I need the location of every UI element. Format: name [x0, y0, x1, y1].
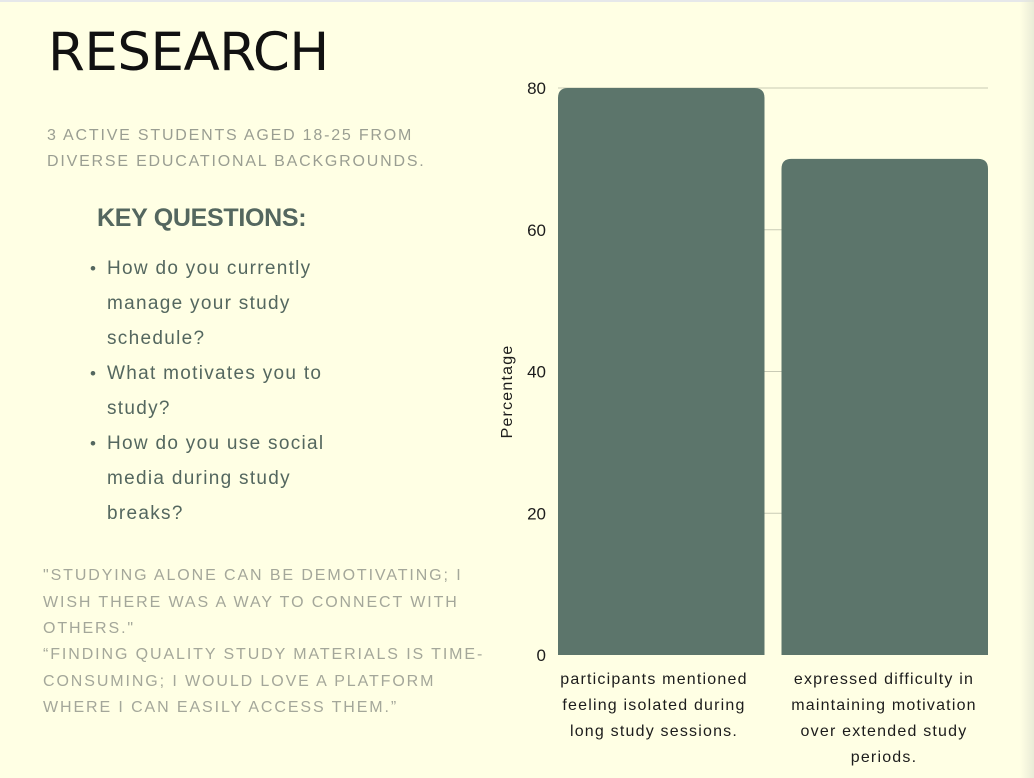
- y-tick-label: 60: [527, 221, 546, 240]
- bar: [558, 88, 765, 655]
- key-questions-heading: KEY QUESTIONS:: [97, 204, 307, 232]
- bullet-icon: •: [90, 259, 98, 278]
- top-border: [0, 0, 1034, 2]
- y-axis-label: Percentage: [499, 345, 516, 439]
- question-text: How do you use social media during study…: [107, 433, 325, 524]
- participants-description: 3 ACTIVE STUDENTS AGED 18-25 FROM DIVERS…: [47, 127, 426, 170]
- x-category-label: expressed difficulty in maintaining moti…: [791, 671, 977, 766]
- y-tick-label: 80: [527, 79, 546, 98]
- question-item: • How do you currently manage your study…: [88, 251, 358, 356]
- y-tick-label: 20: [527, 504, 546, 523]
- question-item: • How do you use social media during stu…: [88, 426, 358, 531]
- bullet-icon: •: [90, 434, 98, 453]
- y-tick-label: 0: [537, 646, 546, 665]
- x-category-label: participants mentioned feeling isolated …: [560, 671, 748, 740]
- question-text: How do you currently manage your study s…: [107, 258, 312, 349]
- question-text: What motivates you to study?: [107, 363, 323, 419]
- right-edge-shadow: [1020, 0, 1034, 778]
- participant-quote: “FINDING QUALITY STUDY MATERIALS IS TIME…: [43, 646, 485, 716]
- participant-quote: "STUDYING ALONE CAN BE DEMOTIVATING; I W…: [43, 567, 463, 637]
- page-title: RESEARCH: [48, 22, 329, 83]
- question-item: • What motivates you to study?: [88, 356, 358, 426]
- bar: [781, 158, 988, 655]
- y-tick-label: 40: [527, 363, 546, 382]
- bullet-icon: •: [90, 364, 98, 383]
- bar-chart: 0 20 40 60 80 Percentage: [499, 79, 988, 665]
- key-questions-list: • How do you currently manage your study…: [88, 251, 358, 531]
